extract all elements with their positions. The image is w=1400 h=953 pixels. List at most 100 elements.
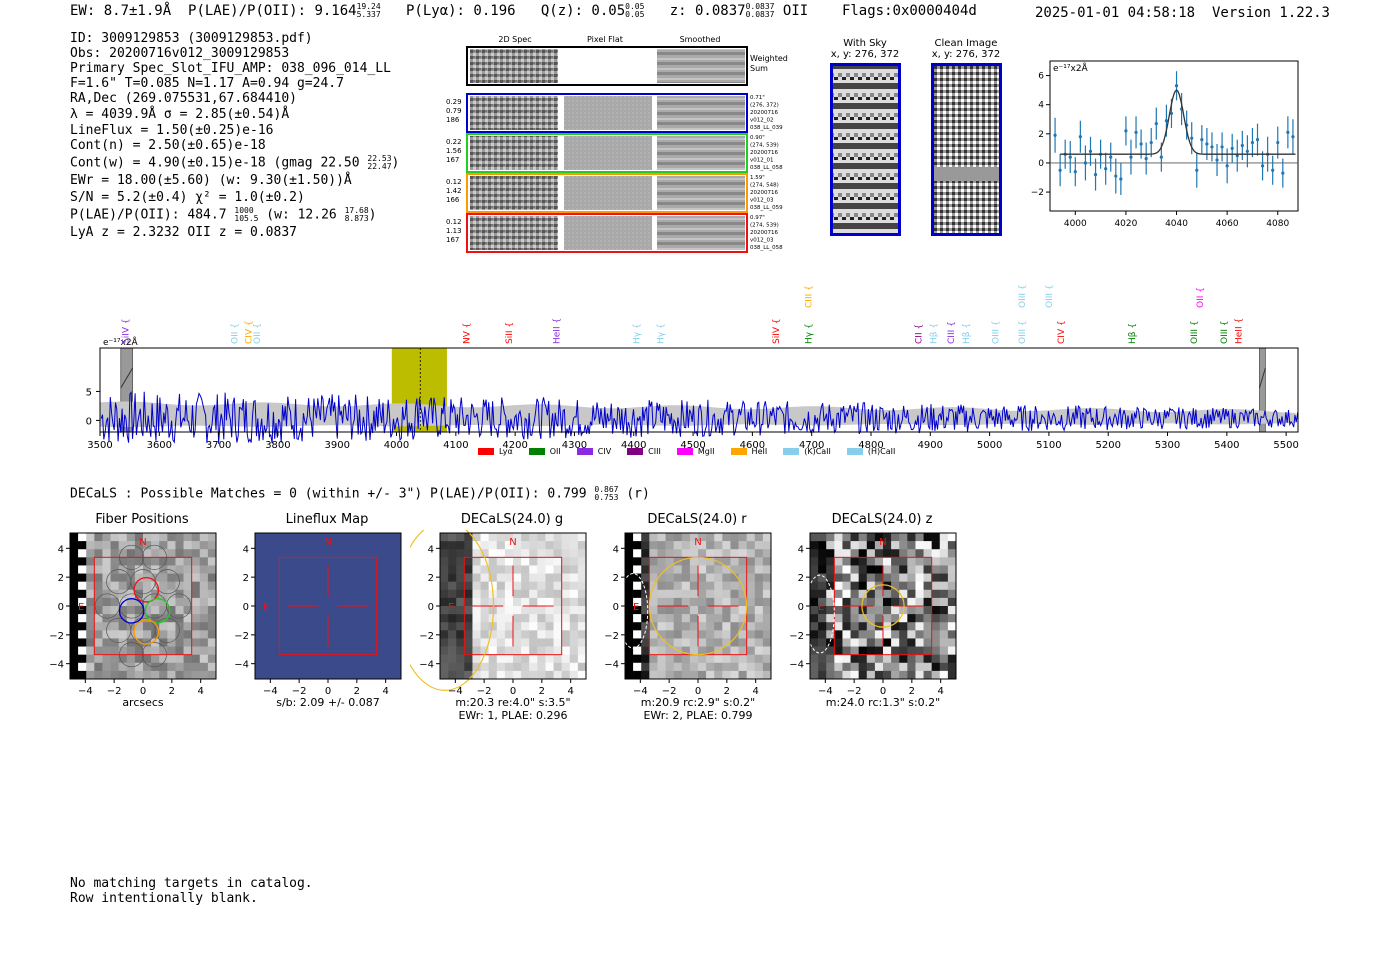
pixel: [947, 614, 957, 623]
pixel: [102, 557, 111, 566]
neighbor-ellipse: [618, 573, 649, 649]
pixel: [488, 533, 498, 542]
pixel: [649, 646, 658, 655]
pixel: [706, 638, 715, 647]
decals-panel-4: DECaLS(24.0) z N E −4 −4 −2 −2 0 0 2 2 4 4 m:24.0 rc:…: [780, 512, 965, 727]
cutout-grid: 2D Spec Pixel Flat Smoothed Weighted Sum…: [446, 35, 788, 253]
spectrum-ylabel: e⁻¹⁷x2Å: [103, 336, 139, 348]
pixel: [738, 549, 747, 558]
pixel: [762, 565, 772, 574]
pixel: [488, 573, 498, 582]
pixel: [480, 557, 489, 566]
pixel: [159, 662, 168, 672]
pixel: [746, 654, 756, 664]
pixel: [883, 606, 892, 615]
pixel: [464, 662, 473, 672]
pixel: [625, 646, 634, 655]
pixel: [94, 606, 103, 615]
pixel: [714, 533, 723, 542]
pixel: [175, 670, 184, 680]
pixel: [866, 614, 876, 623]
pixel: [891, 638, 900, 647]
pixel: [947, 606, 957, 615]
pixel: [488, 622, 498, 631]
pixel: [649, 638, 658, 647]
pixel: [641, 606, 650, 615]
pixel: [134, 630, 144, 639]
pixel: [762, 662, 772, 672]
pixel: [891, 646, 900, 655]
legend-item: CIII: [627, 447, 661, 456]
pixel: [472, 606, 481, 615]
pixel: [947, 589, 957, 599]
pixel: [464, 557, 473, 566]
spectrum-line-label-6: HeII {: [553, 318, 563, 344]
pixel: [134, 662, 144, 672]
pixel: [738, 646, 747, 655]
pixel: [191, 646, 201, 655]
cutout-row-right-1-2: 20200716: [750, 150, 778, 156]
pixel: [899, 622, 908, 631]
pixel: [143, 638, 152, 647]
pixel: [440, 573, 449, 582]
pixel: [746, 606, 756, 615]
pixel: [504, 654, 514, 664]
pixel: [480, 589, 489, 599]
pixel: [689, 581, 699, 591]
pixel: [698, 589, 707, 599]
pixel: [907, 622, 916, 631]
pixel: [874, 654, 884, 664]
pixel: [504, 565, 514, 574]
pixel: [207, 662, 217, 672]
pixel: [746, 622, 756, 631]
info-plae: P(LAE)/P(OII): 484.7 1000 105.5 (w: 12.26…: [70, 207, 377, 223]
pixel: [665, 654, 674, 664]
pixel: [118, 630, 128, 639]
pixel: [923, 638, 932, 647]
pixel: [915, 638, 924, 647]
pixel: [915, 614, 924, 623]
legend-swatch: [783, 448, 800, 455]
pixel: [464, 533, 473, 542]
pixel: [657, 557, 666, 566]
pixel: [899, 581, 908, 591]
pixel: [722, 662, 731, 672]
pixel: [858, 638, 868, 647]
pixel: [175, 597, 184, 607]
zoom-point: [1200, 138, 1204, 142]
pixel: [440, 565, 449, 574]
zoom-point: [1195, 168, 1199, 172]
pixel: [673, 606, 683, 615]
pixel: [689, 646, 699, 655]
pixel: [553, 581, 562, 591]
weighted-sum-label-1: Weighted: [750, 54, 788, 63]
pixel: [883, 573, 892, 582]
pixel: [496, 565, 506, 574]
pixel: [907, 597, 916, 607]
pixel: [714, 565, 723, 574]
spectrum-line-label-24: OIII {: [1220, 320, 1230, 344]
pixel: [70, 549, 79, 558]
pixel: [762, 597, 772, 607]
pixel: [472, 597, 481, 607]
pixel: [633, 541, 642, 550]
pixel: [513, 541, 522, 550]
pixel: [183, 662, 192, 672]
pixel: [151, 533, 160, 542]
pixel: [730, 670, 739, 680]
pixel: [625, 541, 634, 550]
pixel: [553, 662, 562, 672]
pixel: [545, 646, 554, 655]
panel-xtick-label: −4: [818, 686, 833, 697]
pixel: [143, 581, 152, 591]
pixel: [553, 670, 562, 680]
pixel: [496, 630, 506, 639]
pixel: [70, 606, 79, 615]
legend-item: CIV: [576, 447, 611, 456]
pixel: [931, 573, 941, 582]
pixel: [553, 589, 562, 599]
spectrum-masked-hatch: [120, 367, 134, 389]
spectrum-xtick-label: 5400: [1214, 440, 1239, 451]
pixel: [858, 565, 868, 574]
